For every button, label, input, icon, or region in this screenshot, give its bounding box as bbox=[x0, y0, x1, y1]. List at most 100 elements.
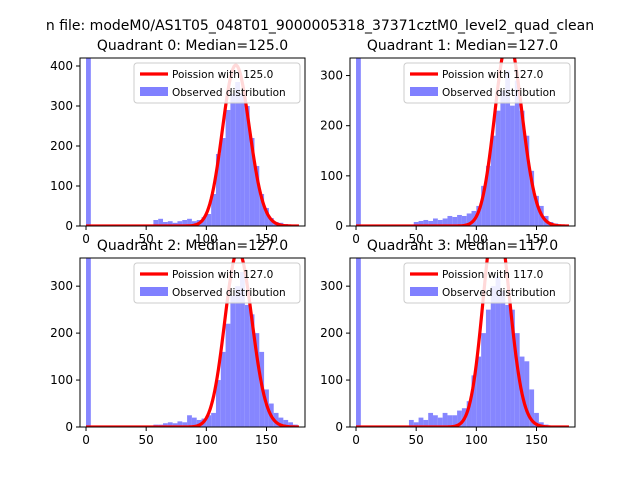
histogram-bar bbox=[86, 258, 91, 427]
figure-suptitle: n file: modeM0/AS1T05_048T01_9000005318_… bbox=[46, 18, 594, 34]
legend: Poission with 117.0 Observed distribution bbox=[403, 262, 571, 304]
histogram-bar bbox=[529, 389, 535, 427]
y-tick-label: 300 bbox=[50, 99, 73, 113]
histogram-bar bbox=[452, 216, 458, 226]
histogram-bar bbox=[211, 412, 216, 427]
histogram-bar bbox=[215, 154, 221, 226]
histogram-bar bbox=[288, 422, 293, 427]
y-tick-label: 100 bbox=[320, 373, 343, 387]
histogram-bar bbox=[418, 417, 424, 427]
histogram-bar bbox=[254, 333, 260, 427]
histogram-bar bbox=[264, 208, 269, 226]
histogram-bar bbox=[457, 410, 462, 427]
subplot-quadrant-3: 0 50 100 150 0 100 200 300 Quadrant 3: Median=11… bbox=[320, 238, 576, 447]
histogram-bar bbox=[163, 423, 168, 427]
legend-label-poisson: Poission with 127.0 bbox=[172, 269, 273, 281]
histogram-bar bbox=[490, 135, 496, 226]
histogram-bar bbox=[187, 218, 192, 226]
poisson-curve bbox=[355, 258, 570, 427]
histogram-bar bbox=[240, 272, 245, 427]
histogram-bar bbox=[211, 194, 216, 226]
legend-label-observed: Observed distribution bbox=[172, 87, 286, 99]
histogram-bar bbox=[167, 422, 173, 427]
x-tick-label: 100 bbox=[195, 232, 218, 246]
y-tick-label: 100 bbox=[320, 169, 343, 183]
histogram-bar bbox=[215, 380, 221, 427]
histogram-bar bbox=[249, 138, 255, 226]
histogram-bar bbox=[356, 258, 361, 427]
histogram-bar bbox=[230, 295, 236, 427]
legend-box bbox=[133, 62, 301, 104]
histogram-bar bbox=[485, 309, 491, 427]
y-tick-label: 0 bbox=[335, 219, 343, 233]
axes-frame bbox=[349, 57, 576, 227]
histogram-bar bbox=[206, 214, 212, 226]
histogram-bar bbox=[510, 105, 515, 226]
x-tick-label: 0 bbox=[352, 232, 360, 246]
y-tick-label: 300 bbox=[320, 279, 343, 293]
histogram-bar bbox=[172, 423, 178, 427]
x-tick-label: 100 bbox=[465, 433, 488, 447]
histogram-bar bbox=[225, 323, 231, 427]
y-tick-label: 200 bbox=[320, 119, 343, 133]
legend-label-poisson: Poission with 117.0 bbox=[442, 269, 543, 281]
legend-label-poisson: Poission with 125.0 bbox=[172, 69, 273, 81]
legend-swatch-observed bbox=[140, 87, 168, 96]
x-tick-label: 0 bbox=[82, 232, 90, 246]
histogram-bar bbox=[235, 82, 241, 226]
x-tick-label: 0 bbox=[82, 433, 90, 447]
histogram-bar bbox=[461, 215, 467, 226]
histogram-bar bbox=[220, 351, 226, 427]
subplot-quadrant-0: 0 50 100 150 0 100 200 300 400 Quadrant 0: Median… bbox=[50, 38, 306, 246]
histogram-bar bbox=[230, 94, 236, 226]
histogram-bar bbox=[244, 304, 250, 427]
y-tick-label: 0 bbox=[335, 420, 343, 434]
x-tick-label: 150 bbox=[255, 433, 278, 447]
histogram-bar bbox=[413, 221, 419, 226]
y-tick-label: 0 bbox=[65, 420, 73, 434]
legend-label-observed: Observed distribution bbox=[442, 87, 556, 99]
histogram-bar bbox=[413, 422, 419, 427]
histogram-bar bbox=[514, 333, 520, 427]
subplot-quadrant-2: 0 50 100 150 0 100 200 300 Quadrant 2: Median=12… bbox=[50, 238, 306, 447]
y-tick-label: 100 bbox=[50, 179, 73, 193]
x-tick-label: 50 bbox=[409, 232, 424, 246]
histogram-bar bbox=[505, 304, 511, 427]
histogram-bar bbox=[273, 412, 279, 427]
histogram-bar bbox=[428, 412, 434, 427]
histogram-bar bbox=[466, 401, 472, 427]
histogram-bar bbox=[356, 58, 361, 226]
histogram-bar bbox=[187, 415, 192, 427]
histogram-bar bbox=[235, 286, 241, 427]
legend-label-poisson: Poission with 127.0 bbox=[442, 69, 543, 81]
y-tick-label: 200 bbox=[320, 326, 343, 340]
histogram-bars bbox=[86, 58, 293, 226]
axes-frame bbox=[349, 257, 576, 428]
legend: Poission with 125.0 Observed distribution bbox=[133, 62, 301, 104]
histogram-bar bbox=[254, 166, 260, 226]
histogram-bar bbox=[452, 415, 458, 427]
histogram-bar bbox=[182, 220, 188, 226]
histogram-bar bbox=[86, 58, 91, 226]
x-tick-label: 0 bbox=[352, 433, 360, 447]
histogram-bar bbox=[225, 110, 231, 226]
histogram-bar bbox=[534, 412, 539, 427]
y-tick-label: 200 bbox=[50, 139, 73, 153]
histogram-bar bbox=[447, 215, 453, 226]
histogram-bar bbox=[418, 220, 424, 226]
x-tick-label: 150 bbox=[525, 232, 548, 246]
histogram-bar bbox=[476, 205, 482, 226]
legend: Poission with 127.0 Observed distribution bbox=[403, 62, 571, 104]
histogram-bar bbox=[437, 417, 443, 427]
histogram-bar bbox=[423, 219, 429, 226]
histogram-bar bbox=[466, 213, 472, 226]
subplot-title: Quadrant 2: Median=127.0 bbox=[97, 238, 288, 254]
histogram-bar bbox=[534, 195, 539, 226]
subplot-quadrant-1: 0 50 100 150 0 100 200 300 Quadrant 1: Median=12… bbox=[320, 38, 576, 246]
histogram-bar bbox=[442, 412, 448, 427]
x-tick-label: 150 bbox=[525, 433, 548, 447]
histogram-bar bbox=[485, 165, 491, 226]
legend-box bbox=[403, 262, 571, 304]
histogram-bar bbox=[447, 415, 453, 427]
histogram-bar bbox=[500, 290, 506, 427]
